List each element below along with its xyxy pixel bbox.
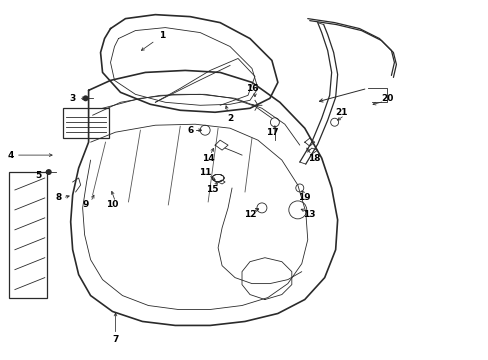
Text: 19: 19 <box>298 193 310 202</box>
Text: 16: 16 <box>245 84 258 93</box>
Circle shape <box>46 169 52 175</box>
Text: 12: 12 <box>243 210 256 219</box>
Text: 4: 4 <box>8 150 14 159</box>
Bar <box>9 172 47 298</box>
Text: 1: 1 <box>159 31 165 40</box>
Text: 11: 11 <box>199 167 211 176</box>
Text: 7: 7 <box>112 335 119 344</box>
Text: 3: 3 <box>69 94 76 103</box>
Text: 21: 21 <box>335 108 347 117</box>
Bar <box>62 108 108 138</box>
Text: 18: 18 <box>308 154 320 163</box>
Text: 10: 10 <box>106 201 119 210</box>
Text: 5: 5 <box>36 171 42 180</box>
Circle shape <box>82 95 88 101</box>
Text: 20: 20 <box>381 94 393 103</box>
Text: 9: 9 <box>82 201 89 210</box>
Text: 8: 8 <box>56 193 61 202</box>
Text: 2: 2 <box>226 114 233 123</box>
Text: 15: 15 <box>205 185 218 194</box>
Text: 6: 6 <box>187 126 193 135</box>
Text: 14: 14 <box>202 154 214 163</box>
Text: 13: 13 <box>303 210 315 219</box>
Text: 17: 17 <box>265 128 278 137</box>
